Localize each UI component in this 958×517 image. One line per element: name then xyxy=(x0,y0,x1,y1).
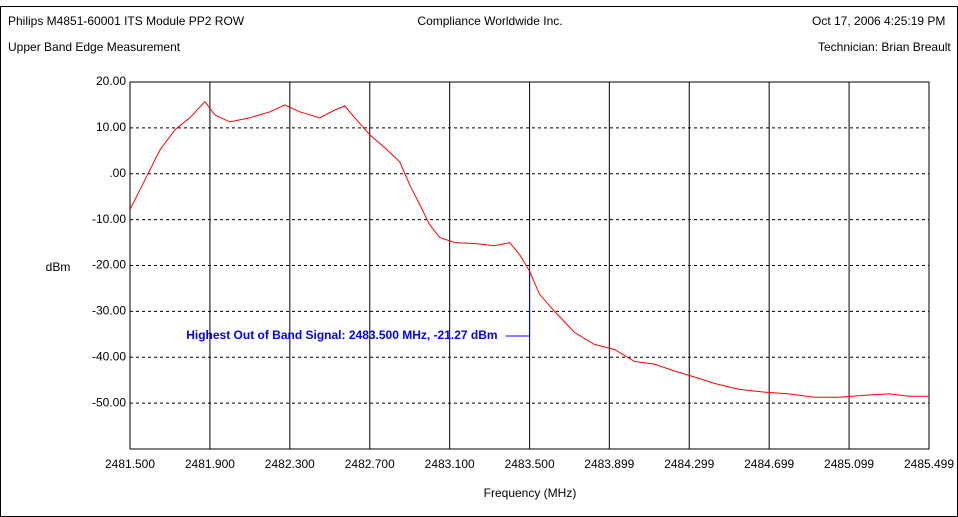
trace xyxy=(129,100,929,398)
annotation: Highest Out of Band Signal: 2483.500 MHz… xyxy=(186,328,497,342)
y-tick-label: 20.00 xyxy=(96,74,126,88)
header-right: Oct 17, 2006 4:25:19 PM xyxy=(812,14,945,28)
technician: Technician: Brian Breault xyxy=(818,40,951,54)
y-axis-label: dBm xyxy=(46,260,71,274)
x-tick-label: 2483.100 xyxy=(425,457,475,471)
subtitle: Upper Band Edge Measurement xyxy=(8,40,181,54)
x-tick-label: 2482.300 xyxy=(265,457,315,471)
y-tick-label: -50.00 xyxy=(92,395,126,409)
x-axis-label: Frequency (MHz) xyxy=(484,486,577,500)
x-tick-label: 2485.099 xyxy=(824,457,874,471)
y-tick-label: .00 xyxy=(109,166,126,180)
x-tick-label: 2483.899 xyxy=(584,457,634,471)
x-tick-label: 2484.699 xyxy=(744,457,794,471)
x-tick-label: 2481.900 xyxy=(185,457,235,471)
y-tick-label: -30.00 xyxy=(92,304,126,318)
x-tick-label: 2481.500 xyxy=(105,457,155,471)
y-tick-label: -10.00 xyxy=(92,212,126,226)
y-tick-label: -40.00 xyxy=(92,349,126,363)
x-tick-label: 2483.500 xyxy=(505,457,555,471)
x-tick-label: 2485.499 xyxy=(904,457,954,471)
x-tick-label: 2484.299 xyxy=(664,457,714,471)
x-tick-label: 2482.700 xyxy=(345,457,395,471)
y-tick-label: -20.00 xyxy=(92,258,126,272)
y-tick-label: 10.00 xyxy=(96,120,126,134)
header-left: Philips M4851-60001 ITS Module PP2 ROW xyxy=(8,14,245,28)
header-center: Compliance Worldwide Inc. xyxy=(417,14,562,28)
